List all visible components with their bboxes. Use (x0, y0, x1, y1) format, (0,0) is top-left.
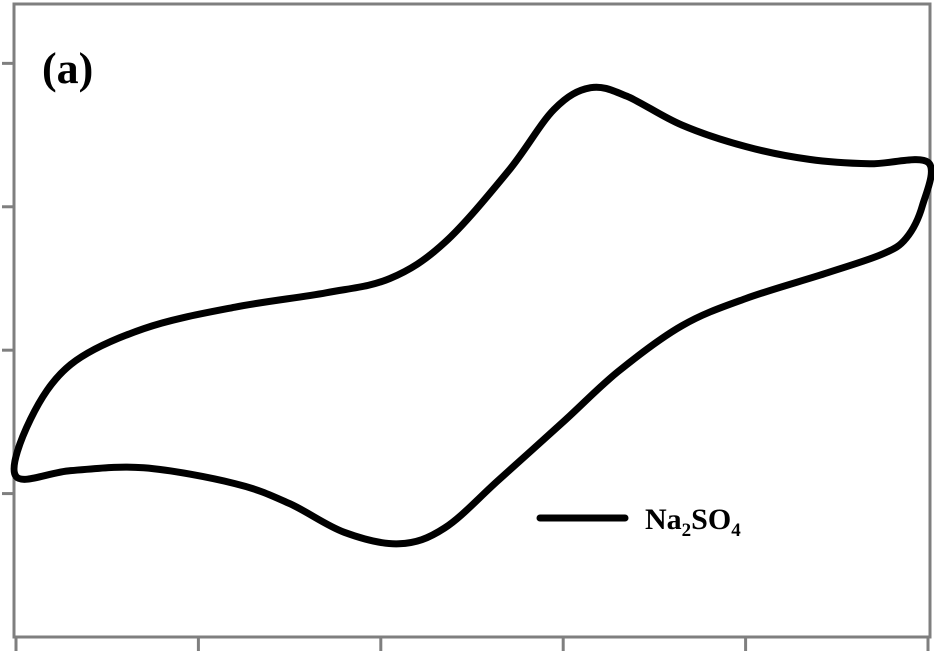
plot-area-frame (12, 2, 932, 639)
x-axis-ticks (14, 637, 930, 651)
legend-label-na2so4: Na2SO4 (645, 503, 741, 541)
series-line-na2so4 (10, 83, 934, 548)
y-axis-ticks (2, 61, 14, 496)
panel-label: (a) (42, 44, 93, 93)
legend: Na2SO4 (536, 503, 741, 541)
